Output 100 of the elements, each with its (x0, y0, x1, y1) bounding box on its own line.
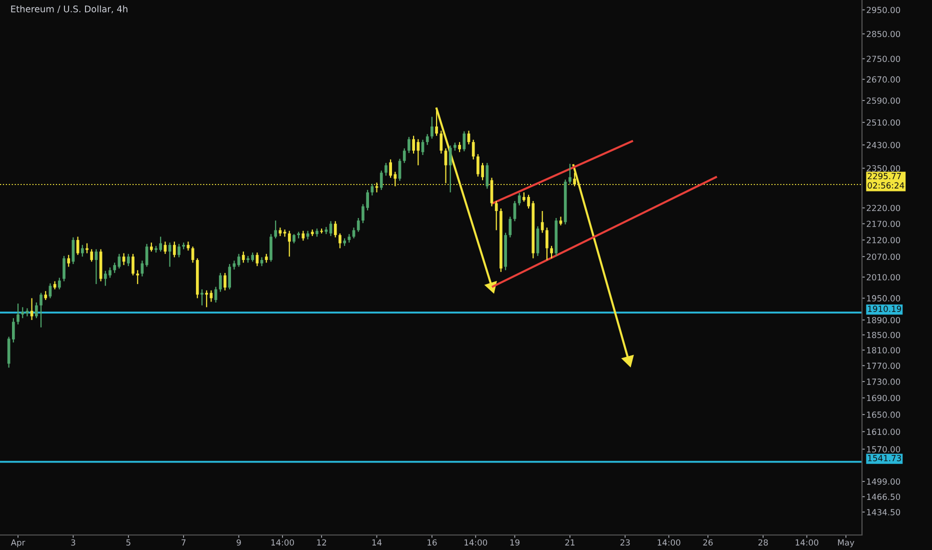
candlestick (472, 139, 475, 160)
candlestick (274, 220, 278, 239)
x-tick-label: 3 (71, 539, 76, 546)
y-tick-label: 2430.00 (866, 142, 900, 148)
x-tick-label: 5 (126, 539, 130, 546)
candlestick (458, 142, 461, 153)
x-tick-label: 19 (510, 539, 520, 546)
y-tick-label: 2670.00 (866, 76, 900, 83)
candlestick (191, 246, 194, 264)
x-tick-label: 14:00 (271, 539, 294, 546)
ref-line-label: 1541.73 (868, 454, 901, 462)
candlestick (21, 306, 24, 319)
candlestick (86, 242, 88, 254)
candlestick (546, 227, 548, 261)
ref-line-label: 1910.19 (868, 306, 902, 312)
candlestick (440, 130, 443, 154)
candlestick (40, 292, 42, 328)
y-tick-label: 1650.00 (867, 412, 900, 418)
x-tick-label: 26 (703, 539, 713, 546)
candlestick (402, 148, 406, 164)
candlestick (12, 318, 15, 343)
y-tick-label: 2220.00 (866, 204, 900, 212)
y-tick-label: 2350.00 (866, 165, 900, 172)
x-tick-label: 7 (182, 539, 186, 546)
y-tick-label: 2590.00 (866, 97, 900, 104)
y-tick-label: 1466.50 (867, 494, 900, 500)
x-tick-label: 14:00 (658, 539, 680, 546)
ref-line-label: 2295.77 02:56:24 (868, 172, 904, 189)
x-tick-label: Apr (10, 539, 26, 548)
candlestick (334, 220, 337, 238)
x-tick-label: May (838, 539, 854, 548)
candlestick (205, 290, 208, 308)
candlestick (80, 244, 84, 258)
y-tick-label: 1434.50 (867, 509, 900, 516)
y-tick-label: 2750.00 (866, 56, 900, 62)
y-tick-label: 2010.00 (866, 274, 900, 280)
candlestick (508, 216, 512, 238)
candlestick (292, 234, 296, 244)
candlestick (67, 254, 70, 268)
x-tick-label: 21 (565, 539, 574, 546)
candlestick (242, 251, 245, 264)
candlestick (494, 200, 498, 231)
candlestick (90, 248, 94, 262)
y-tick-label: 2510.00 (866, 119, 900, 126)
y-tick-label: 2070.00 (866, 254, 900, 260)
candlestick (426, 134, 429, 146)
candlestick (384, 162, 388, 176)
y-tick-label: 2120.00 (866, 236, 900, 244)
y-tick-label: 1499.00 (867, 478, 900, 485)
candlestick (172, 241, 176, 258)
candlestick (58, 277, 61, 290)
candlestick (288, 230, 291, 258)
candlestick (218, 272, 222, 292)
candlestick (550, 245, 553, 259)
candlestick (34, 302, 38, 319)
candlestick (568, 163, 572, 184)
y-tick-label: 2950.00 (866, 6, 900, 14)
x-tick-label: 14 (372, 539, 382, 546)
text: Ethereum / U.S. Dollar, 4h (11, 5, 128, 14)
y-tick-label: 2170.00 (866, 220, 900, 228)
candlestick (136, 270, 140, 285)
candlestick (178, 243, 180, 258)
candlestick (462, 130, 466, 152)
candlestick (448, 144, 452, 193)
candlestick (16, 303, 20, 325)
y-tick-label: 1850.00 (867, 332, 900, 338)
x-tick-label: 16 (428, 539, 437, 546)
candlestick (270, 234, 272, 262)
candlestick (224, 272, 226, 291)
candlestick (118, 253, 121, 270)
x-tick-label: 9 (236, 539, 241, 546)
candlestick (356, 217, 360, 232)
candlestick (430, 116, 434, 140)
candlestick (329, 220, 332, 237)
candlestick (540, 210, 544, 234)
candlestick (486, 162, 489, 190)
x-tick-label: 28 (758, 539, 768, 546)
y-tick-label: 1570.00 (867, 446, 900, 452)
x-tick-label: 14:00 (796, 539, 818, 546)
candlestick (408, 136, 410, 154)
candlestick (380, 170, 383, 190)
y-tick-label: 1950.00 (867, 295, 900, 302)
candlestick (338, 232, 342, 249)
candlestick (200, 288, 204, 306)
y-tick-label: 1610.00 (867, 428, 900, 435)
candlestick (518, 192, 521, 206)
y-tick-label: 1770.00 (867, 362, 900, 369)
y-tick-label: 1730.00 (867, 378, 900, 385)
candlestick (228, 263, 232, 290)
candlestick (302, 230, 305, 242)
candlestick (126, 253, 130, 267)
candlestick (132, 253, 134, 276)
y-tick-label: 1810.00 (867, 347, 900, 354)
y-tick-label: 2850.00 (866, 30, 900, 38)
x-tick-label: 14:00 (464, 539, 488, 546)
candlestick (62, 255, 66, 282)
y-tick-label: 1690.00 (867, 394, 900, 402)
x-tick-label: 12 (317, 539, 326, 546)
candlestick (113, 262, 116, 274)
y-tick-label: 1890.00 (867, 316, 900, 324)
